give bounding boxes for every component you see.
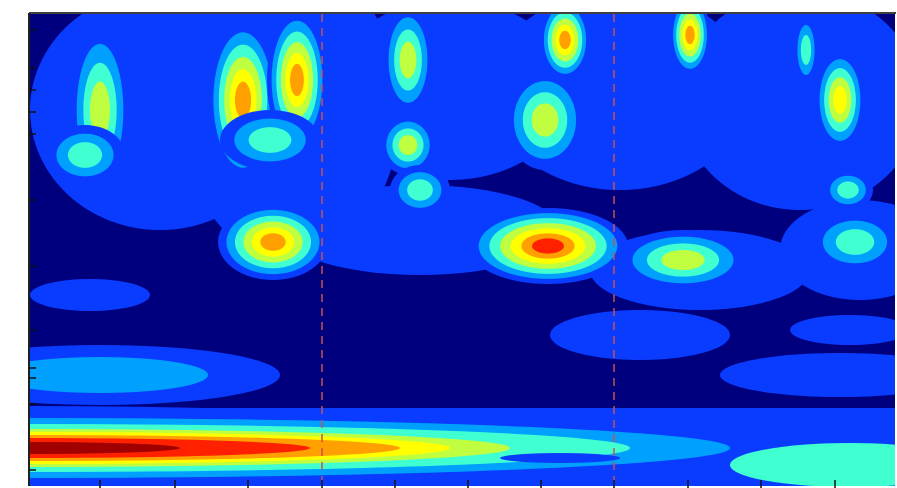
contour-level: [835, 229, 875, 255]
contour-level: [790, 315, 895, 345]
contour-level: [260, 233, 286, 251]
contour-level: [730, 443, 895, 486]
contour-level: [30, 357, 208, 393]
contour-level: [531, 103, 559, 137]
contour-level: [407, 179, 433, 201]
contour-level: [532, 238, 564, 254]
contour-level: [837, 181, 859, 199]
contour-level: [248, 127, 292, 153]
contour-level: [833, 86, 847, 114]
contour-level: [800, 35, 812, 65]
tick-marks: [29, 29, 836, 488]
contour-level: [500, 453, 620, 463]
contour-level: [67, 142, 103, 168]
contour-level: [661, 250, 705, 270]
contour-level: [398, 135, 418, 155]
contour-level: [685, 25, 695, 45]
contour-level: [30, 279, 150, 311]
contour-level: [559, 30, 571, 50]
contour-level: [90, 81, 110, 139]
contour-level: [720, 353, 895, 397]
contour-level: [30, 442, 180, 454]
contour-level: [290, 63, 304, 97]
contour-level: [399, 41, 417, 79]
contour-level: [234, 81, 252, 119]
contour-level: [550, 310, 730, 360]
